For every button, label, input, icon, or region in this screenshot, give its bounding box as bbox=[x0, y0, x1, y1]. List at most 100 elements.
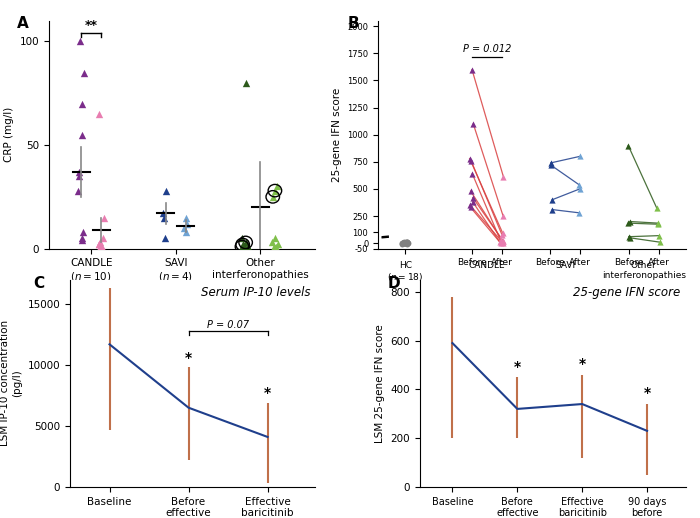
Text: D: D bbox=[388, 276, 400, 291]
Point bbox=[574, 152, 585, 161]
Point bbox=[466, 156, 477, 165]
Y-axis label: LSM 25-gene IFN score: LSM 25-gene IFN score bbox=[375, 324, 385, 443]
Point bbox=[652, 220, 664, 228]
Text: *: * bbox=[643, 386, 650, 400]
Point bbox=[159, 213, 170, 222]
Point bbox=[398, 238, 409, 246]
Point bbox=[402, 238, 414, 247]
Point bbox=[237, 242, 248, 251]
Point bbox=[271, 242, 282, 251]
Point bbox=[497, 238, 508, 247]
Point bbox=[178, 224, 190, 232]
Point bbox=[94, 238, 105, 247]
Point bbox=[180, 213, 191, 222]
Point bbox=[77, 236, 88, 244]
Point bbox=[400, 239, 411, 248]
Point bbox=[77, 99, 88, 108]
Text: B: B bbox=[347, 16, 359, 31]
Point bbox=[398, 239, 409, 247]
Point bbox=[98, 234, 109, 242]
Point bbox=[623, 233, 634, 241]
Point bbox=[624, 218, 636, 226]
Text: SAVI: SAVI bbox=[555, 261, 575, 269]
Point bbox=[622, 141, 634, 150]
Point bbox=[400, 238, 411, 247]
Point bbox=[573, 209, 584, 217]
Text: P = 0.07: P = 0.07 bbox=[207, 320, 249, 329]
Point bbox=[236, 234, 247, 242]
Point bbox=[497, 237, 508, 245]
Point bbox=[74, 172, 85, 180]
Point bbox=[241, 242, 253, 251]
Point bbox=[158, 209, 169, 218]
Point bbox=[545, 159, 557, 167]
Point bbox=[237, 243, 248, 252]
Point bbox=[467, 194, 478, 202]
Point bbox=[652, 219, 664, 227]
Point bbox=[398, 239, 409, 247]
Text: A: A bbox=[17, 16, 29, 31]
Point bbox=[78, 68, 90, 77]
Point bbox=[401, 239, 412, 248]
Point bbox=[466, 65, 477, 74]
Text: *: * bbox=[514, 359, 521, 373]
Point bbox=[468, 120, 479, 128]
Point bbox=[267, 238, 278, 247]
Point bbox=[651, 204, 662, 212]
Y-axis label: LSM IP-10 concentration
(pg/l): LSM IP-10 concentration (pg/l) bbox=[1, 320, 22, 447]
Point bbox=[397, 239, 408, 248]
Point bbox=[464, 154, 475, 163]
Text: Other
interferonopathies: Other interferonopathies bbox=[602, 261, 686, 280]
Point bbox=[401, 239, 412, 247]
Point bbox=[159, 234, 170, 242]
Text: Serum IP-10 levels: Serum IP-10 levels bbox=[201, 286, 310, 299]
Point bbox=[401, 240, 412, 248]
Point bbox=[268, 243, 279, 252]
Point bbox=[94, 242, 106, 251]
Point bbox=[654, 238, 665, 246]
Point bbox=[497, 229, 508, 237]
Point bbox=[240, 238, 251, 247]
Point bbox=[94, 240, 105, 249]
Point bbox=[93, 110, 104, 118]
Text: HC
$(n = 18)$: HC $(n = 18)$ bbox=[387, 261, 424, 283]
Point bbox=[94, 243, 106, 252]
Point bbox=[182, 220, 193, 228]
Text: CANDLE: CANDLE bbox=[468, 261, 505, 269]
Y-axis label: CRP (mg/l): CRP (mg/l) bbox=[4, 107, 14, 162]
Point bbox=[73, 186, 84, 195]
Text: *: * bbox=[185, 351, 192, 365]
Point bbox=[400, 238, 412, 247]
Point bbox=[574, 185, 585, 193]
Point bbox=[397, 238, 408, 247]
Y-axis label: 25-gene IFN score: 25-gene IFN score bbox=[332, 88, 342, 182]
Text: C: C bbox=[34, 276, 44, 291]
Text: *: * bbox=[264, 386, 271, 400]
Point bbox=[237, 240, 248, 249]
Point bbox=[242, 242, 253, 251]
Point bbox=[401, 238, 412, 247]
Point bbox=[495, 239, 506, 248]
Point bbox=[547, 206, 558, 214]
Point bbox=[464, 201, 475, 209]
Point bbox=[181, 228, 192, 236]
Point bbox=[398, 239, 409, 247]
Point bbox=[75, 37, 86, 46]
Point bbox=[467, 169, 478, 178]
Point bbox=[238, 242, 249, 251]
Point bbox=[267, 193, 279, 201]
Point bbox=[270, 234, 281, 242]
Point bbox=[397, 239, 408, 247]
Point bbox=[160, 186, 172, 195]
Point bbox=[74, 168, 85, 176]
Point bbox=[400, 239, 412, 248]
Point bbox=[498, 212, 509, 220]
Point bbox=[545, 161, 557, 169]
Point bbox=[271, 182, 282, 191]
Point bbox=[402, 238, 413, 247]
Point bbox=[573, 180, 584, 189]
Text: **: ** bbox=[85, 19, 98, 32]
Point bbox=[624, 234, 636, 242]
Point bbox=[498, 237, 509, 246]
Point bbox=[465, 187, 476, 195]
